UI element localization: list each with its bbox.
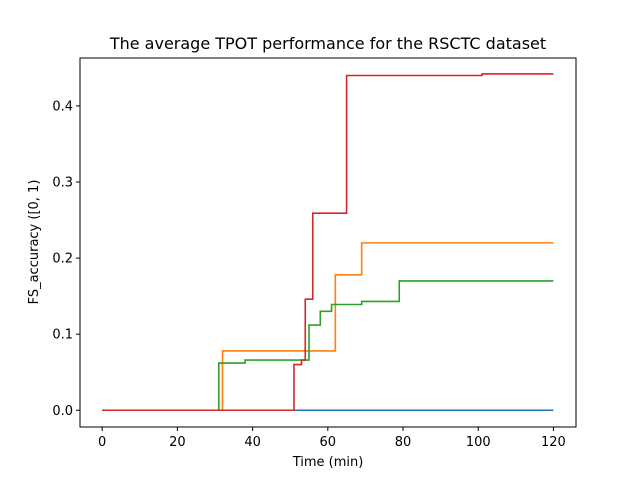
x-axis-label: Time (min): [292, 455, 364, 470]
series-line-2: [102, 242, 554, 412]
y-tick-label: 0.2: [52, 252, 73, 267]
x-tick-label: 60: [320, 435, 337, 450]
series-line-3: [102, 280, 554, 412]
chart-title: The average TPOT performance for the RSC…: [109, 34, 546, 53]
y-axis-label: FS_accuracy ([0, 1): [27, 180, 42, 305]
y-axis-ticks: 0.0 0.1 0.2 0.3 0.4: [52, 99, 80, 419]
x-tick-label: 40: [244, 435, 261, 450]
y-tick-label: 0.0: [52, 404, 73, 419]
y-tick-label: 0.4: [52, 99, 73, 114]
plot-series: [102, 73, 554, 412]
x-tick-label: 100: [466, 435, 491, 450]
x-axis-ticks: 0 20 40 60 80 100 120: [98, 427, 566, 450]
x-tick-label: 80: [395, 435, 412, 450]
x-tick-label: 20: [169, 435, 186, 450]
x-tick-label: 120: [541, 435, 566, 450]
x-tick-label: 0: [98, 435, 106, 450]
y-tick-label: 0.3: [52, 176, 73, 191]
series-line-4: [102, 73, 554, 412]
y-tick-label: 0.1: [52, 328, 73, 343]
